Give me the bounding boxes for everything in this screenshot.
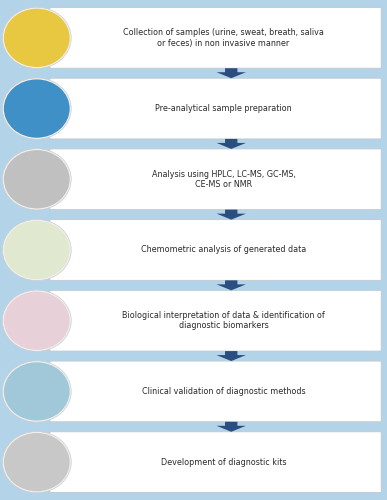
- Polygon shape: [217, 351, 246, 361]
- Polygon shape: [217, 210, 246, 220]
- Polygon shape: [217, 68, 246, 78]
- Text: Collection of samples (urine, sweat, breath, saliva
or feces) in non invasive ma: Collection of samples (urine, sweat, bre…: [123, 28, 324, 48]
- Ellipse shape: [2, 290, 71, 352]
- Polygon shape: [37, 432, 381, 492]
- Polygon shape: [217, 422, 246, 432]
- Polygon shape: [37, 220, 381, 280]
- Polygon shape: [37, 8, 381, 68]
- Text: Analysis using HPLC, LC-MS, GC-MS,
CE-MS or NMR: Analysis using HPLC, LC-MS, GC-MS, CE-MS…: [152, 170, 295, 189]
- Text: Development of diagnostic kits: Development of diagnostic kits: [161, 458, 286, 466]
- Text: Chemometric analysis of generated data: Chemometric analysis of generated data: [141, 246, 306, 254]
- Ellipse shape: [2, 7, 71, 68]
- Ellipse shape: [4, 221, 70, 279]
- Polygon shape: [37, 361, 381, 422]
- Ellipse shape: [4, 292, 70, 350]
- Polygon shape: [217, 280, 246, 290]
- Ellipse shape: [2, 432, 71, 493]
- Ellipse shape: [2, 220, 71, 280]
- Polygon shape: [37, 290, 381, 351]
- Ellipse shape: [4, 150, 70, 208]
- Text: Pre-analytical sample preparation: Pre-analytical sample preparation: [155, 104, 292, 113]
- Polygon shape: [217, 139, 246, 149]
- Text: Clinical validation of diagnostic methods: Clinical validation of diagnostic method…: [142, 387, 305, 396]
- Text: Biological interpretation of data & identification of
diagnostic biomarkers: Biological interpretation of data & iden…: [122, 311, 325, 330]
- Ellipse shape: [2, 361, 71, 422]
- Ellipse shape: [4, 362, 70, 420]
- Ellipse shape: [2, 78, 71, 139]
- Ellipse shape: [2, 148, 71, 210]
- Ellipse shape: [4, 433, 70, 492]
- Polygon shape: [37, 149, 381, 210]
- Ellipse shape: [4, 8, 70, 67]
- Polygon shape: [37, 78, 381, 139]
- Ellipse shape: [4, 80, 70, 138]
